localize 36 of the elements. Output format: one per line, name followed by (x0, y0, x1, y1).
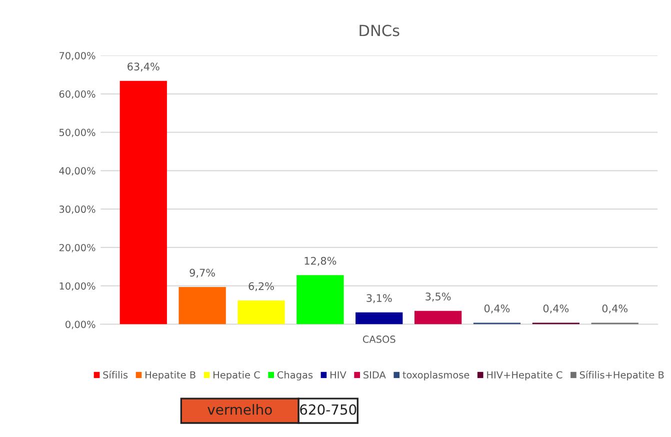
legend-label: Sífilis (103, 370, 128, 379)
data-label: 0,4% (484, 304, 510, 314)
y-tick-label: 30,00% (59, 206, 96, 214)
y-tick-label: 0,00% (66, 320, 96, 330)
bar (178, 287, 226, 324)
data-label: 0,4% (543, 304, 569, 314)
data-label: 63,4% (128, 62, 160, 72)
x-tick-label: CASOS (362, 336, 396, 343)
legend-label: toxoplasmose (402, 371, 470, 380)
bar (238, 300, 285, 324)
bar (296, 275, 344, 324)
data-label: 6,2% (248, 282, 274, 292)
legend-label: Chagas (277, 371, 313, 380)
y-tick-label: 40,00% (59, 167, 96, 176)
legend-label: Sífilis+Hepatite B (580, 370, 664, 380)
data-label: 12,8% (304, 256, 336, 266)
data-label: 3,1% (366, 294, 392, 304)
y-tick-label: 70,00% (60, 52, 96, 60)
chart-title: DNCs (360, 24, 400, 36)
y-tick-label: 20,00% (59, 244, 96, 252)
y-tick-label: 60,00% (59, 90, 96, 99)
bar (414, 310, 462, 324)
bar (356, 312, 403, 324)
legend-label: SIDA (364, 371, 386, 379)
bar (120, 80, 167, 324)
legend-label: Hepatie C (214, 371, 260, 380)
y-tick-label: 10,00% (60, 282, 96, 291)
legend-label: HIV (330, 371, 346, 378)
text: 620-750 (300, 404, 356, 415)
text: vermelho (208, 404, 272, 415)
data-label: 9,7% (190, 268, 215, 278)
data-label: 3,5% (426, 292, 451, 302)
legend-label: Hepatite B (146, 371, 196, 380)
data-label: 0,4% (602, 304, 628, 314)
y-tick-label: 50,00% (59, 128, 96, 138)
legend-label: HIV+Hepatite C (487, 371, 562, 380)
